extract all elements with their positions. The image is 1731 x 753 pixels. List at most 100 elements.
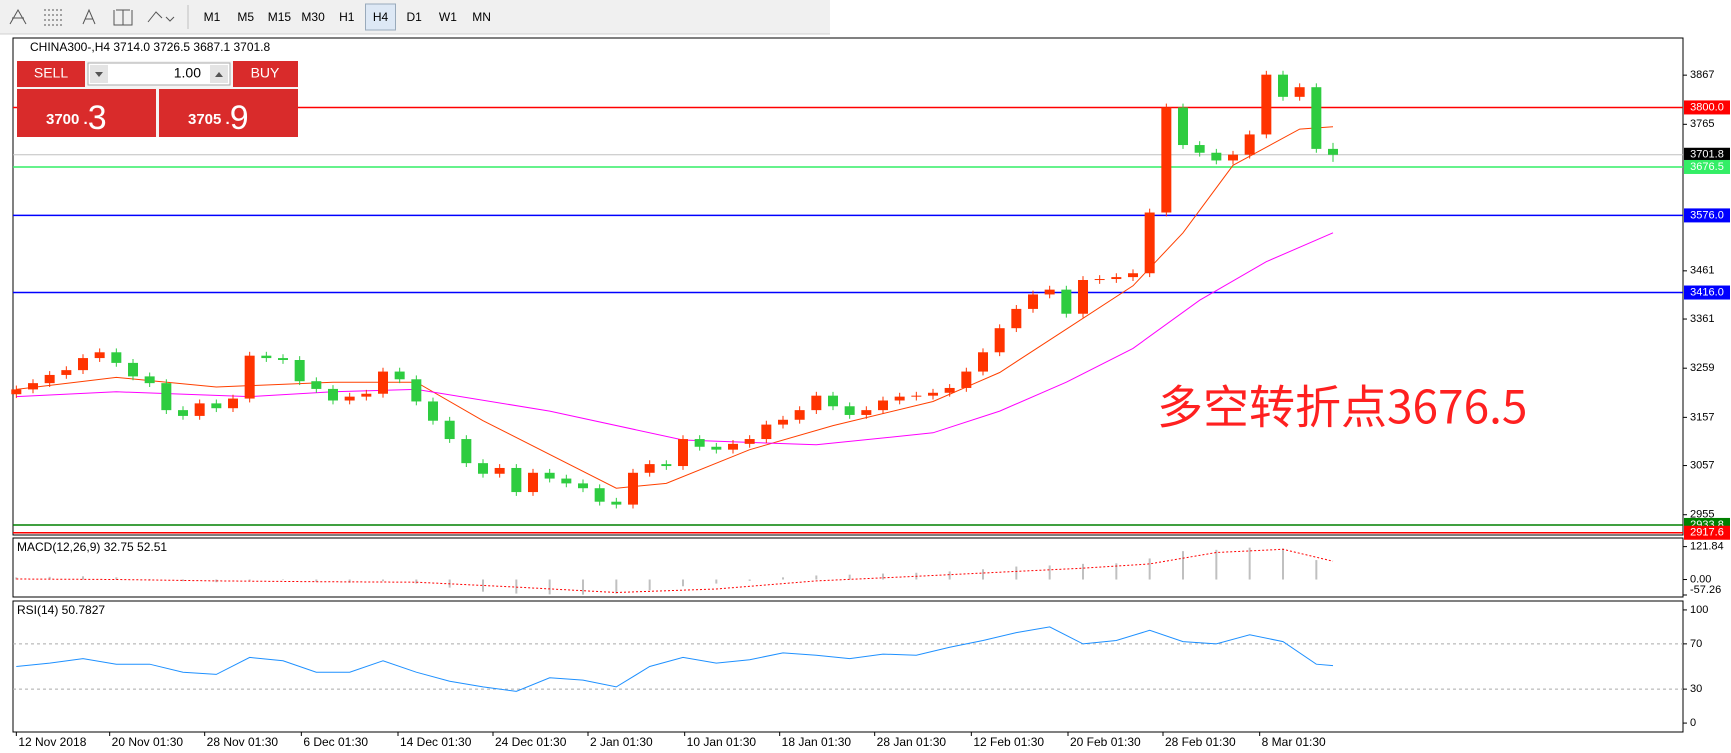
x-tick-label: 12 Nov 2018 [18,735,86,749]
macd-bar [115,577,118,580]
tool-icon[interactable] [9,8,27,25]
macd-bar [348,579,351,583]
candle-body [78,358,88,371]
macd-bar [415,579,418,584]
macd-bar [748,579,751,581]
macd-bar [648,579,651,591]
candle-body [1261,74,1272,135]
candle-body [744,439,755,444]
candle-body [828,395,838,407]
macd-bar [248,579,251,581]
volume-box[interactable] [87,62,231,86]
candle-body [161,383,172,411]
candle-body [294,360,305,382]
x-tick-label: 6 Dec 01:30 [303,735,368,749]
volume-value[interactable]: 1.00 [174,65,201,81]
candle-body [511,467,522,493]
candle-body [778,419,788,425]
timeframe-button[interactable]: W1 [439,10,457,24]
tool-icons [9,5,189,29]
y-tick-label: 3259 [1690,362,1714,374]
candle-body [328,388,338,401]
candle-body [1228,154,1238,161]
candle-body [994,328,1005,353]
candle-body [1194,145,1205,153]
tool-icon[interactable] [44,9,62,26]
timeframe-button[interactable]: MN [472,10,491,24]
candle-body [794,410,805,420]
sell-price-box[interactable] [17,89,156,137]
candle-body [961,371,972,388]
sell-price[interactable]: 3700 .3 [46,99,107,137]
x-tick-label: 12 Feb 01:30 [973,735,1044,749]
macd-bar [848,574,851,580]
timeframe-button[interactable]: D1 [407,10,423,24]
sell-price-main: 3700 . [46,111,88,128]
buy-button[interactable] [233,61,298,87]
candle-body [178,410,188,416]
buy-label[interactable]: BUY [251,65,280,81]
candle-body [61,370,72,375]
buy-price[interactable]: 3705 .9 [188,99,249,137]
candle-body [1094,279,1105,281]
candle-body [44,374,55,384]
timeframe-button[interactable]: M5 [237,10,254,24]
timeframe-button[interactable]: M15 [268,10,292,24]
chart-title: CHINA300-,H4 3714.0 3726.5 3687.1 3701.8 [30,40,271,54]
y-tick-label: 3157 [1690,411,1714,423]
candle-body [144,376,155,384]
timeframe-button[interactable]: M1 [204,10,221,24]
level-label: 3800.0 [1690,101,1724,113]
level-label-bg [1684,100,1730,115]
macd-bar [815,575,818,580]
candle-body [711,446,722,450]
candle-body [278,358,288,361]
candle-body [928,392,938,396]
y-tick-label: 3765 [1690,118,1714,130]
y-tick-label: 3461 [1690,265,1714,277]
candle-body [944,387,955,393]
level-label-bg [1684,159,1730,174]
macd-bar [1182,551,1184,580]
tool-icon[interactable] [82,8,96,25]
plot-layer: 386737653461336132593157305729553800.037… [11,40,1730,749]
timeframe-button[interactable]: H4 [373,10,389,24]
x-tick-label: 28 Nov 01:30 [207,735,279,749]
y-tick-label: 121.84 [1690,541,1724,553]
candle-body [378,371,388,394]
candle-body [761,424,772,440]
candle-body [28,383,38,390]
candle-body [878,400,888,411]
level-label: 3701.8 [1690,149,1724,161]
timeframe-button[interactable]: M30 [301,10,325,24]
macd-bar [1282,548,1284,580]
signal-line [16,548,1334,594]
candle-body [1011,308,1022,329]
x-tick-label: 28 Feb 01:30 [1165,735,1236,749]
sell-label[interactable]: SELL [34,65,68,81]
x-tick-label: 8 Mar 01:30 [1262,735,1326,749]
x-tick-label: 20 Feb 01:30 [1070,735,1141,749]
tool-icon[interactable] [147,11,175,23]
candle-body [244,355,255,399]
timeframe-button[interactable]: H1 [339,10,355,24]
y-tick-label: 3057 [1690,459,1714,471]
candle-body [428,401,438,421]
candle-body [911,395,922,397]
buy-price-pips: 9 [230,99,249,137]
candle-body [111,352,122,363]
active-timeframe [365,3,396,31]
candle-body [494,467,505,474]
buy-price-box[interactable] [159,89,298,137]
tool-icon[interactable] [113,9,133,26]
candle-body [1044,289,1055,295]
sell-button[interactable] [17,61,85,87]
candle-body [844,406,855,415]
y-tick-label: 0 [1690,717,1696,729]
candle-body [461,439,472,464]
level-label-bg [1684,147,1730,162]
buy-price-main: 3705 . [188,111,230,128]
macd-bar [1115,563,1118,580]
macd-bar [782,577,784,580]
